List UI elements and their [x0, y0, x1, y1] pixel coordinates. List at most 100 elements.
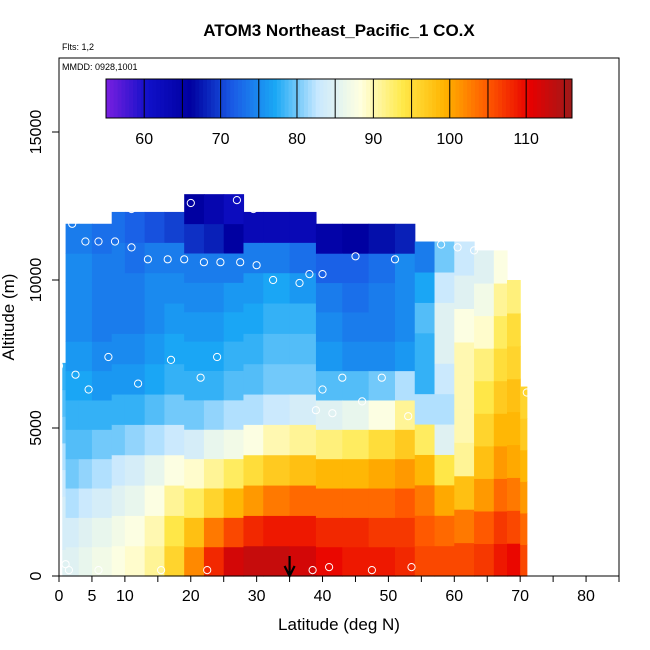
colorbar-strip	[412, 79, 418, 118]
heatmap-cell	[434, 271, 455, 303]
heatmap-cell	[474, 380, 495, 414]
sample-point	[252, 261, 261, 270]
x-tick-label: 60	[445, 588, 463, 605]
heatmap-cell	[111, 242, 126, 274]
heatmap-cell	[434, 302, 455, 334]
colorbar-strip	[490, 79, 495, 118]
heatmap-cell	[454, 542, 475, 577]
heatmap-cell	[124, 211, 146, 243]
heatmap-cell	[184, 282, 205, 313]
colorbar-strip	[129, 79, 134, 118]
sample-point	[110, 237, 120, 246]
heatmap-cell	[263, 333, 291, 365]
colorbar-strip	[424, 79, 429, 118]
heatmap-cell	[493, 413, 508, 447]
heatmap-cell	[111, 363, 126, 395]
heatmap-cell	[454, 375, 475, 410]
heatmap-cell	[91, 546, 113, 577]
heatmap-cell	[223, 341, 245, 371]
colorbar-strip	[358, 79, 363, 118]
heatmap-cell	[65, 487, 80, 518]
colorbar-strip	[109, 79, 115, 118]
heatmap-cell	[342, 282, 370, 313]
sample-point	[180, 255, 189, 264]
y-tick-label: 15000	[28, 110, 45, 155]
colorbar-strip	[373, 79, 379, 118]
sample-point	[351, 252, 360, 261]
heatmap-cell	[184, 517, 205, 548]
colorbar-tick-label: 60	[135, 131, 153, 148]
colorbar-strip	[401, 79, 406, 118]
latitude-arrow-marker	[283, 556, 296, 579]
colorbar-strip	[257, 79, 262, 118]
heatmap-cell	[184, 311, 205, 342]
heatmap-cell	[164, 424, 185, 456]
sample-point	[318, 385, 327, 394]
x-tick-label: 70	[511, 588, 529, 605]
heatmap-cell	[65, 282, 80, 313]
colorbar-strip	[214, 79, 220, 118]
sample-point	[328, 409, 337, 418]
heatmap-cell	[368, 399, 396, 430]
heatmap-cell	[223, 311, 245, 342]
colorbar-strip	[210, 79, 216, 118]
colorbar-strip	[195, 79, 200, 118]
heatmap-cell	[342, 429, 370, 460]
x-tick-label: 80	[577, 588, 595, 605]
heatmap-cell	[263, 454, 291, 486]
heatmap-cell	[78, 487, 93, 518]
heatmap-cell	[520, 512, 528, 546]
x-tick-label: 50	[380, 588, 398, 605]
heatmap-cell	[342, 341, 370, 372]
colorbar-strip	[148, 79, 154, 118]
colorbar-strip	[537, 79, 542, 118]
colorbar-strip	[467, 79, 472, 118]
colorbar-strip	[304, 79, 309, 118]
heatmap-cell	[243, 302, 264, 334]
colorbar-strip	[238, 79, 243, 118]
heatmap-cell	[243, 211, 264, 243]
colorbar-strip	[533, 79, 538, 118]
heatmap-cell	[111, 424, 126, 456]
colorbar-strip	[265, 79, 270, 118]
heatmap-layer	[62, 194, 528, 577]
heatmap-cell	[144, 424, 166, 456]
heatmap-cell	[91, 341, 113, 372]
heatmap-cell	[164, 211, 185, 243]
heatmap-cell	[184, 429, 205, 460]
heatmap-cell	[520, 418, 528, 451]
heatmap-cell	[164, 515, 185, 547]
heatmap-cell	[243, 454, 264, 486]
sample-point	[404, 412, 413, 421]
heatmap-cell	[243, 363, 264, 395]
heatmap-cell	[395, 458, 416, 489]
heatmap-cell	[203, 429, 225, 460]
heatmap-cell	[289, 333, 317, 365]
colorbar-strip	[482, 79, 488, 118]
heatmap-cell	[78, 223, 93, 254]
heatmap-cell	[507, 378, 521, 413]
heatmap-cell	[368, 223, 396, 254]
heatmap-cell	[315, 429, 343, 460]
heatmap-cell	[65, 341, 80, 372]
heatmap-cell	[342, 370, 370, 401]
heatmap-cell	[144, 272, 166, 304]
heatmap-cell	[434, 393, 455, 425]
heatmap-cell	[507, 510, 521, 544]
colorbar-strip	[502, 79, 507, 118]
sample-point	[68, 219, 77, 228]
sample-point	[71, 370, 80, 379]
heatmap-cell	[164, 545, 185, 577]
heatmap-cell	[474, 282, 495, 317]
colorbar-strip	[436, 79, 441, 118]
colorbar-strip	[292, 79, 297, 118]
x-axis: 0 5 10 20 30 40 50 60 70 80	[55, 576, 620, 605]
colorbar-strip	[284, 79, 290, 118]
heatmap-cell	[111, 302, 126, 334]
colorbar-strip	[540, 79, 546, 118]
sample-point	[203, 566, 212, 575]
heatmap-cell	[65, 253, 80, 284]
heatmap-cell	[203, 282, 225, 313]
heatmap-cell	[243, 515, 264, 547]
heatmap-cell	[368, 370, 396, 401]
